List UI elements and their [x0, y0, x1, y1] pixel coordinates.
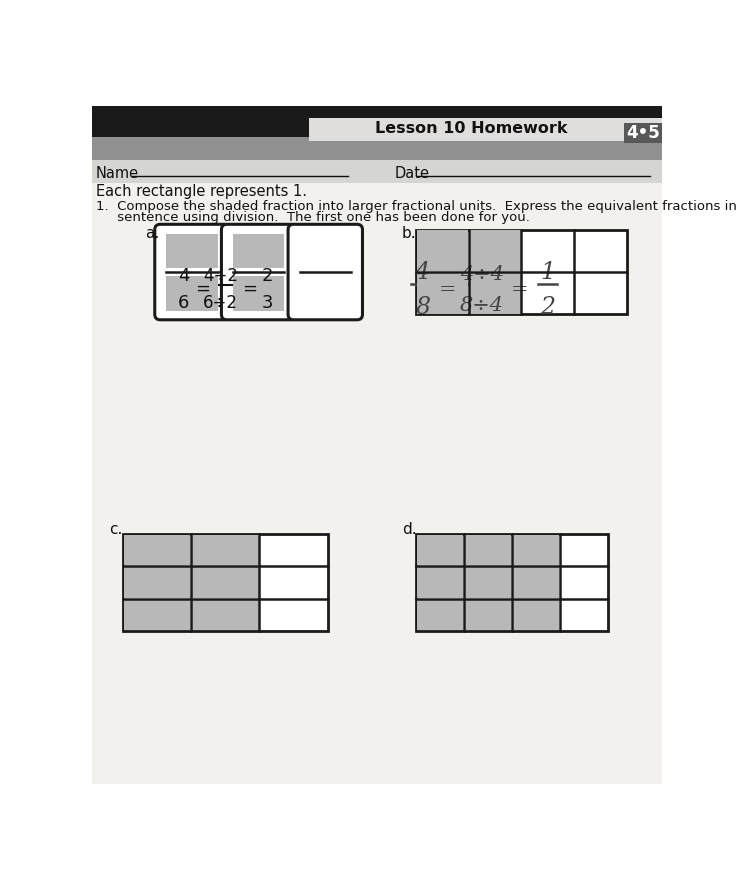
- Text: Date: Date: [394, 166, 429, 181]
- Text: b.: b.: [402, 226, 417, 241]
- Bar: [417, 535, 463, 566]
- Text: d.: d.: [402, 522, 417, 537]
- FancyBboxPatch shape: [155, 225, 229, 320]
- Text: 2: 2: [261, 267, 273, 285]
- FancyBboxPatch shape: [288, 225, 362, 320]
- Bar: [233, 276, 284, 310]
- FancyBboxPatch shape: [222, 225, 296, 320]
- Bar: [166, 276, 218, 310]
- Text: 2: 2: [540, 296, 555, 319]
- Text: 4: 4: [414, 261, 429, 284]
- Bar: [470, 273, 520, 314]
- Text: 6÷2: 6÷2: [203, 294, 238, 313]
- Text: =: =: [242, 280, 258, 298]
- Bar: [464, 567, 512, 597]
- Text: a.: a.: [145, 226, 159, 241]
- Bar: [166, 233, 218, 268]
- Bar: [623, 122, 662, 143]
- Bar: [464, 535, 512, 566]
- Bar: [309, 118, 662, 141]
- Text: Name: Name: [96, 166, 139, 181]
- Bar: [192, 535, 258, 566]
- Text: =: =: [512, 280, 528, 300]
- Bar: [233, 233, 284, 268]
- Text: 1: 1: [540, 261, 555, 284]
- Bar: [92, 137, 662, 160]
- Bar: [92, 106, 662, 137]
- Bar: [416, 534, 608, 631]
- Bar: [124, 599, 191, 630]
- Text: Each rectangle represents 1.: Each rectangle represents 1.: [96, 184, 307, 199]
- Bar: [470, 231, 520, 271]
- Text: c.: c.: [109, 522, 122, 537]
- Text: Lesson 10 Homework: Lesson 10 Homework: [375, 122, 568, 137]
- Bar: [192, 599, 258, 630]
- Bar: [417, 567, 463, 597]
- Text: 4÷4: 4÷4: [460, 264, 504, 284]
- Bar: [513, 599, 559, 630]
- Text: =: =: [439, 280, 457, 300]
- Text: 8: 8: [415, 296, 431, 319]
- Bar: [123, 534, 328, 631]
- Text: 6: 6: [178, 294, 189, 313]
- Text: 8÷4: 8÷4: [460, 296, 504, 315]
- Bar: [417, 599, 463, 630]
- Bar: [192, 567, 258, 597]
- Bar: [416, 230, 627, 315]
- Bar: [124, 535, 191, 566]
- Text: 4•5: 4•5: [626, 123, 660, 142]
- Text: 4÷2: 4÷2: [203, 267, 238, 285]
- Text: sentence using division.  The first one has been done for you.: sentence using division. The first one h…: [96, 211, 530, 224]
- Text: 4: 4: [177, 267, 189, 285]
- Bar: [513, 567, 559, 597]
- Bar: [417, 231, 468, 271]
- Text: =: =: [195, 280, 210, 298]
- Bar: [417, 273, 468, 314]
- Text: 1.  Compose the shaded fraction into larger fractional units.  Express the equiv: 1. Compose the shaded fraction into larg…: [96, 200, 736, 213]
- Bar: [464, 599, 512, 630]
- Bar: [124, 567, 191, 597]
- Text: 3: 3: [261, 294, 273, 313]
- Bar: [92, 160, 662, 183]
- Bar: [513, 535, 559, 566]
